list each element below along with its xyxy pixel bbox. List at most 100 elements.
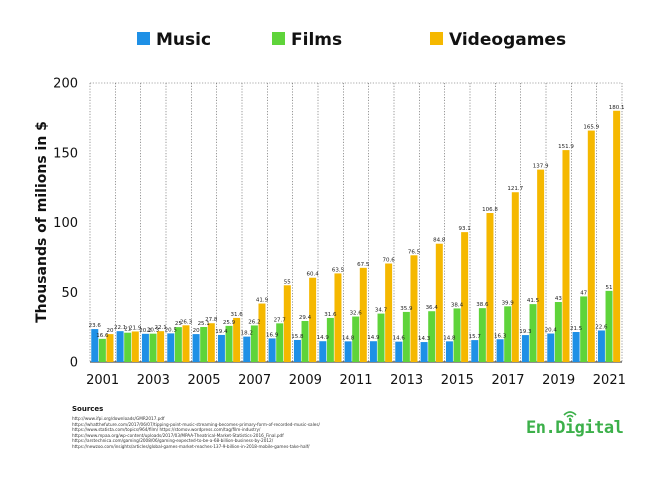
bar-films [605, 290, 613, 362]
data-label: 106.8 [482, 207, 498, 213]
bar-music [471, 340, 479, 362]
bar-music [521, 335, 529, 362]
bars [91, 110, 621, 362]
data-label: 76.5 [408, 249, 421, 255]
data-label: 25.9 [223, 320, 236, 326]
bar-videogames [258, 303, 266, 362]
bar-films [149, 333, 157, 362]
data-label: 84.8 [433, 238, 446, 244]
bar-videogames [587, 130, 595, 362]
bar-music [243, 336, 251, 362]
y-tick-label: 100 [53, 216, 78, 231]
bar-videogames [613, 110, 621, 362]
x-tick-label: 2021 [593, 373, 626, 388]
legend-label: Films [291, 30, 342, 50]
data-label: 63.5 [332, 267, 345, 273]
bar-music [91, 329, 99, 362]
legend-swatch [137, 32, 150, 45]
legend: Music Films Videogames [137, 30, 566, 50]
bar-videogames [182, 325, 190, 362]
legend-label: Music [156, 30, 211, 50]
source-line[interactable]: https://www.statista.com/topics/964/film… [72, 427, 261, 433]
source-line[interactable]: https://arstechnica.com/gaming/2008/06/g… [72, 438, 274, 444]
data-label: 26.3 [180, 319, 193, 325]
data-label: 27.7 [274, 317, 287, 323]
y-tick-label: 150 [53, 146, 78, 161]
x-tick-label: 2013 [390, 373, 423, 388]
bar-films [352, 316, 360, 362]
bar-videogames [486, 213, 494, 362]
data-label: 20 [193, 328, 200, 334]
data-label: 20.4 [545, 328, 558, 334]
data-label: 93.1 [459, 226, 471, 232]
bar-music [597, 330, 605, 362]
data-label: 165.9 [583, 125, 599, 131]
data-label: 15.7 [469, 334, 482, 340]
bar-videogames [385, 263, 393, 362]
bar-music [141, 333, 149, 362]
data-label: 27.8 [205, 317, 218, 323]
data-label: 34.7 [375, 308, 388, 314]
data-label: 60.4 [307, 272, 320, 278]
bar-music [293, 339, 301, 362]
bar-films [200, 326, 208, 362]
bar-videogames [157, 331, 165, 362]
bar-music [547, 333, 555, 362]
source-line[interactable]: https://www.mpaa.org/wp-content/uploads/… [72, 432, 284, 438]
bar-music [268, 338, 276, 362]
bar-music [319, 341, 327, 362]
bar-music [116, 331, 124, 362]
data-label: 14.8 [443, 335, 456, 341]
bar-videogames [359, 267, 367, 362]
bar-films [529, 304, 537, 362]
data-label: 20.5 [165, 327, 178, 333]
legend-swatch [430, 32, 443, 45]
data-label: 14.9 [317, 335, 330, 341]
data-label: 43 [555, 296, 562, 302]
data-label: 55 [284, 279, 291, 285]
y-tick-label: 50 [61, 286, 78, 301]
bar-films [174, 327, 182, 362]
data-label: 19.4 [215, 329, 228, 335]
bar-films [504, 306, 512, 362]
data-label: 41.5 [527, 298, 540, 304]
data-label: 25.1 [198, 321, 210, 327]
bar-videogames [537, 169, 545, 362]
brand-name: En.Digital [526, 418, 624, 438]
x-tick-label: 2019 [542, 373, 575, 388]
bar-music [217, 334, 225, 362]
bar-videogames [207, 323, 215, 362]
x-tick-label: 2005 [187, 373, 220, 388]
data-label: 15.8 [291, 334, 304, 340]
x-tick-label: 2001 [86, 373, 119, 388]
bar-films [377, 313, 385, 362]
legend-label: Videogames [449, 30, 566, 50]
source-line[interactable]: https://newzoo.com/insights/articles/glo… [72, 443, 310, 449]
data-label: 38.6 [476, 302, 489, 308]
data-label: 22.6 [595, 324, 608, 330]
data-label: 22.1 [155, 325, 167, 331]
bar-music [420, 342, 428, 362]
data-label: 22.1 [114, 325, 126, 331]
data-label: 19.3 [519, 329, 532, 335]
data-label: 16.9 [266, 332, 279, 338]
data-label: 23.6 [89, 323, 102, 329]
data-label: 32.6 [350, 311, 363, 317]
data-label: 14.9 [367, 335, 380, 341]
wifi-icon [563, 411, 577, 420]
data-label: 14.8 [342, 335, 355, 341]
bar-music [344, 341, 352, 362]
bar-films [98, 338, 106, 362]
data-label: 39.9 [502, 300, 515, 306]
source-line[interactable]: http://www.ifpi.org/downloads/GMR2017.pd… [72, 416, 165, 421]
data-labels: 23.616.620 22.12121.920.220.322.120.52526… [89, 105, 625, 342]
data-label: 21.9 [129, 325, 142, 331]
bar-films [428, 311, 436, 362]
source-line[interactable]: https://whatthefuture.com/2017/06/07/tip… [72, 421, 320, 427]
bar-films [124, 332, 132, 362]
x-tick-label: 2017 [491, 373, 524, 388]
bar-films [453, 308, 461, 362]
data-label: 31.6 [324, 312, 337, 318]
grid [89, 82, 623, 362]
